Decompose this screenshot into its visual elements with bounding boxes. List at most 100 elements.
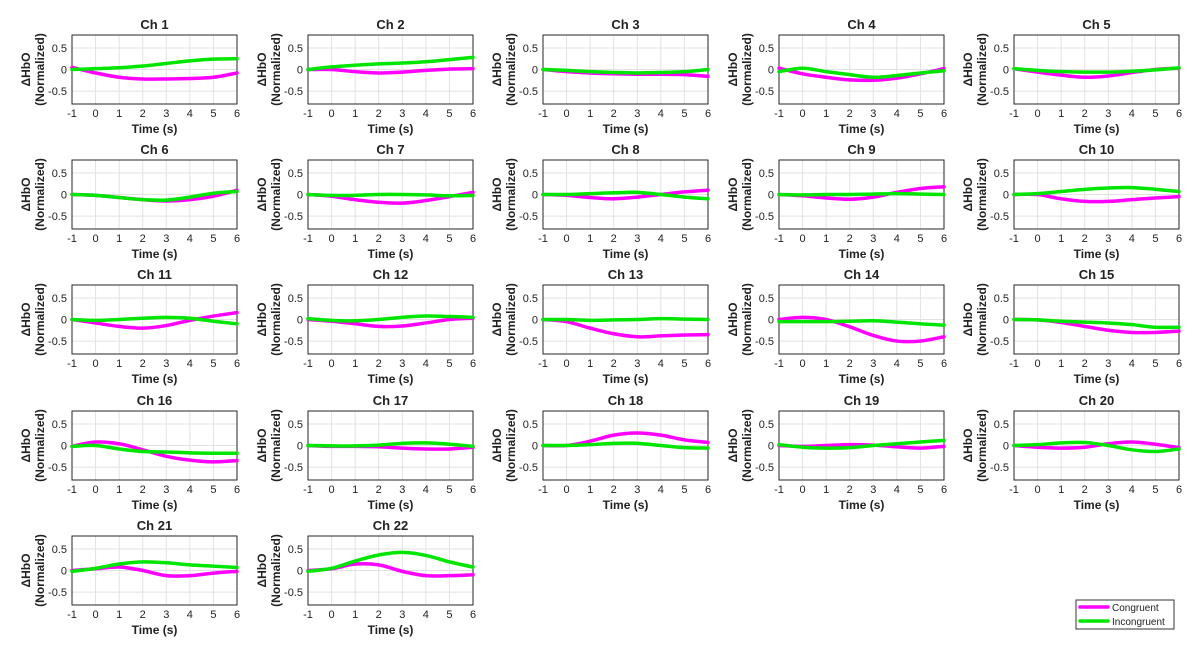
legend-box (1075, 599, 1175, 630)
panel-ch-5: Ch 5 -1 0 1 2 3 4 5 6 0.5 0 -0.5 Time (s) ΔHbO(Normal… (961, 17, 1182, 136)
x-axis-label: Time (s) (1074, 122, 1120, 136)
x-tick-label: 6 (470, 233, 476, 245)
x-tick-label: -1 (774, 484, 784, 496)
x-tick-label: 6 (470, 358, 476, 370)
series-line-incongruent (777, 438, 946, 450)
x-tick-label: 1 (1058, 484, 1064, 496)
x-axis-label: Time (s) (839, 247, 885, 261)
x-tick-label: 1 (116, 108, 122, 120)
y-axis-label: ΔHbO(Normalized) (255, 158, 283, 231)
panel-ch-4: Ch 4 -1 0 1 2 3 4 5 6 0.5 0 -0.5 Time (s) ΔHbO(Normal… (726, 17, 947, 136)
panel-ch-19: Ch 19 -1 0 1 2 3 4 5 6 0.5 0 -0.5 Time (s) ΔHbO(Norma… (726, 393, 947, 512)
y-tick-label: 0 (1003, 315, 1009, 327)
x-tick-label: -1 (303, 609, 313, 621)
legend-label-incongruent: Incongruent (1112, 617, 1165, 628)
y-tick-label: 0.5 (288, 544, 303, 556)
x-tick-label: 0 (564, 484, 570, 496)
x-tick-label: 3 (163, 609, 169, 621)
y-axis-label: ΔHbO(Normalized) (961, 409, 989, 482)
x-tick-label: 3 (870, 233, 876, 245)
panel-ch-16: Ch 16 -1 0 1 2 3 4 5 6 0.5 0 -0.5 Time (s) ΔHbO(Norma… (19, 393, 240, 512)
series-line-incongruent (777, 191, 946, 197)
x-tick-label: 4 (1129, 233, 1135, 245)
x-tick-label: 4 (658, 108, 664, 120)
x-tick-label: 5 (446, 609, 452, 621)
y-tick-label: -0.5 (48, 462, 67, 474)
x-axis-label: Time (s) (368, 498, 414, 512)
y-tick-label: -0.5 (284, 211, 303, 223)
panel-ch-6: Ch 6 -1 0 1 2 3 4 5 6 0.5 0 -0.5 Time (s) ΔHbO(Normal… (19, 142, 240, 261)
y-tick-label: 0 (1003, 190, 1009, 202)
panel-title: Ch 14 (844, 267, 880, 282)
x-axis-label: Time (s) (603, 122, 649, 136)
x-tick-label: 0 (800, 484, 806, 496)
y-tick-label: 0 (768, 65, 774, 77)
x-tick-label: 0 (564, 358, 570, 370)
panel-ch-11: Ch 11 -1 0 1 2 3 4 5 6 0.5 0 -0.5 Time (s) ΔHbO(Norma… (19, 267, 240, 386)
y-tick-label: 0.5 (288, 419, 303, 431)
y-tick-label: 0 (768, 441, 774, 453)
x-tick-label: 2 (1082, 233, 1088, 245)
x-tick-label: 6 (234, 484, 240, 496)
panel-ch-15: Ch 15 -1 0 1 2 3 4 5 6 0.5 0 -0.5 Time (s) ΔHbO(Norma… (961, 267, 1182, 386)
x-tick-label: 4 (658, 484, 664, 496)
x-tick-label: -1 (538, 484, 548, 496)
series-line-congruent (1012, 440, 1181, 450)
panel-title: Ch 7 (376, 142, 404, 157)
y-axis-label: ΔHbO(Normalized) (255, 534, 283, 607)
x-tick-label: 5 (210, 108, 216, 120)
y-axis-label: ΔHbO(Normalized) (726, 283, 754, 356)
y-tick-label: -0.5 (755, 336, 774, 348)
x-tick-label: 5 (681, 108, 687, 120)
x-tick-label: -1 (67, 484, 77, 496)
x-tick-label: 1 (587, 108, 593, 120)
y-tick-label: 0.5 (52, 293, 67, 305)
series-line-incongruent (541, 190, 710, 201)
x-axis-label: Time (s) (1074, 372, 1120, 386)
x-tick-label: 4 (658, 233, 664, 245)
y-tick-label: 0.5 (288, 168, 303, 180)
x-tick-label: 0 (329, 358, 335, 370)
y-axis-label: ΔHbO(Normalized) (961, 158, 989, 231)
series-line-incongruent (777, 66, 946, 80)
x-tick-label: 2 (140, 609, 146, 621)
x-tick-label: 2 (847, 108, 853, 120)
x-tick-label: -1 (303, 233, 313, 245)
y-tick-label: 0.5 (994, 419, 1009, 431)
x-tick-label: -1 (303, 484, 313, 496)
y-tick-label: -0.5 (284, 336, 303, 348)
y-tick-label: -0.5 (990, 211, 1009, 223)
x-tick-label: 0 (564, 108, 570, 120)
x-axis-label: Time (s) (839, 372, 885, 386)
x-tick-label: 1 (1058, 358, 1064, 370)
y-axis-label: ΔHbO(Normalized) (726, 158, 754, 231)
series-line-congruent (541, 317, 710, 339)
x-tick-label: 0 (564, 233, 570, 245)
y-tick-label: 0.5 (523, 43, 538, 55)
x-axis-label: Time (s) (132, 372, 178, 386)
y-tick-label: 0 (532, 315, 538, 327)
x-tick-label: 6 (705, 233, 711, 245)
x-axis-label: Time (s) (132, 498, 178, 512)
x-tick-label: 2 (611, 233, 617, 245)
x-tick-label: -1 (538, 233, 548, 245)
x-tick-label: 3 (1105, 484, 1111, 496)
y-tick-label: 0.5 (288, 293, 303, 305)
x-axis-label: Time (s) (132, 122, 178, 136)
x-tick-label: -1 (774, 358, 784, 370)
y-axis-label: ΔHbO(Normalized) (19, 534, 47, 607)
x-tick-label: 5 (681, 358, 687, 370)
y-tick-label: 0 (61, 190, 67, 202)
panel-title: Ch 1 (140, 17, 168, 32)
x-tick-label: 3 (1105, 108, 1111, 120)
y-tick-label: 0 (1003, 441, 1009, 453)
x-tick-label: 6 (234, 108, 240, 120)
x-tick-label: 4 (423, 108, 429, 120)
panel-ch-7: Ch 7 -1 0 1 2 3 4 5 6 0.5 0 -0.5 Time (s) ΔHbO(Normal… (255, 142, 476, 261)
x-tick-label: 6 (705, 484, 711, 496)
panel-ch-1: Ch 1 -1 0 1 2 3 4 5 6 0.5 0 -0.5 Time (s) ΔHbO(Normal… (19, 17, 240, 136)
x-tick-label: 3 (163, 108, 169, 120)
x-tick-label: 3 (634, 233, 640, 245)
x-tick-label: 4 (187, 233, 193, 245)
x-tick-label: 2 (140, 484, 146, 496)
